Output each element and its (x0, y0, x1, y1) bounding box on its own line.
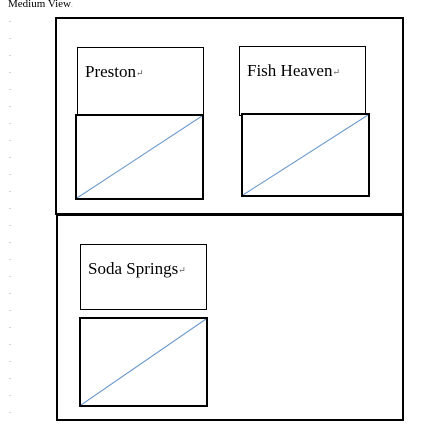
card-name: Preston (85, 62, 136, 81)
margin-paragraph-mark: . (9, 32, 11, 41)
paragraph-mark-icon: ↵ (332, 67, 341, 77)
margin-paragraph-mark: . (9, 372, 11, 381)
bottom-frame[interactable] (56, 214, 404, 421)
heading-paragraph-mark: . (71, 1, 73, 9)
image-placeholder-diagonal-icon (243, 115, 368, 195)
label-text-fish-heaven: Fish Heaven↵ (247, 61, 340, 82)
heading-text: Medium View (8, 0, 71, 10)
margin-paragraph-mark: . (9, 15, 11, 24)
label-box-soda-springs[interactable]: Soda Springs↵ (80, 244, 207, 310)
margin-paragraph-mark: . (9, 134, 11, 143)
margin-paragraph-mark: . (9, 253, 11, 262)
document-heading: Medium View. (8, 0, 73, 12)
card-name: Fish Heaven (247, 61, 333, 80)
margin-paragraph-mark: . (9, 202, 11, 211)
margin-paragraph-mark: . (9, 168, 11, 177)
margin-paragraph-mark: . (9, 151, 11, 160)
image-placeholder-soda-springs[interactable] (79, 317, 208, 407)
margin-paragraph-mark: . (9, 287, 11, 296)
label-text-soda-springs: Soda Springs↵ (88, 259, 186, 280)
paragraph-mark-icon: ↵ (136, 68, 144, 78)
margin-paragraph-mark: . (9, 117, 11, 126)
image-placeholder-fish-heaven[interactable] (241, 113, 370, 197)
image-placeholder-diagonal-icon (77, 116, 202, 198)
margin-paragraph-mark: . (9, 49, 11, 58)
margin-paragraph-mark: . (9, 338, 11, 347)
image-placeholder-diagonal-icon (81, 319, 206, 405)
margin-paragraph-mark: . (9, 236, 11, 245)
label-box-fish-heaven[interactable]: Fish Heaven↵ (239, 46, 366, 116)
margin-paragraph-mark: . (9, 304, 11, 313)
margin-paragraph-mark: . (9, 355, 11, 364)
margin-paragraph-mark: . (9, 66, 11, 75)
margin-paragraph-mark: . (9, 406, 11, 415)
image-placeholder-preston[interactable] (75, 114, 204, 200)
margin-paragraph-mark: . (9, 389, 11, 398)
margin-paragraph-mark: . (9, 83, 11, 92)
margin-paragraph-mark: . (9, 321, 11, 330)
label-text-preston: Preston↵ (85, 62, 144, 83)
paragraph-mark-icon: ↵ (178, 265, 186, 275)
label-box-preston[interactable]: Preston↵ (77, 47, 204, 117)
margin-paragraph-mark: . (9, 270, 11, 279)
margin-paragraph-mark: . (9, 100, 11, 109)
margin-paragraph-mark: . (9, 219, 11, 228)
margin-paragraph-mark: . (9, 185, 11, 194)
card-name: Soda Springs (88, 259, 179, 278)
